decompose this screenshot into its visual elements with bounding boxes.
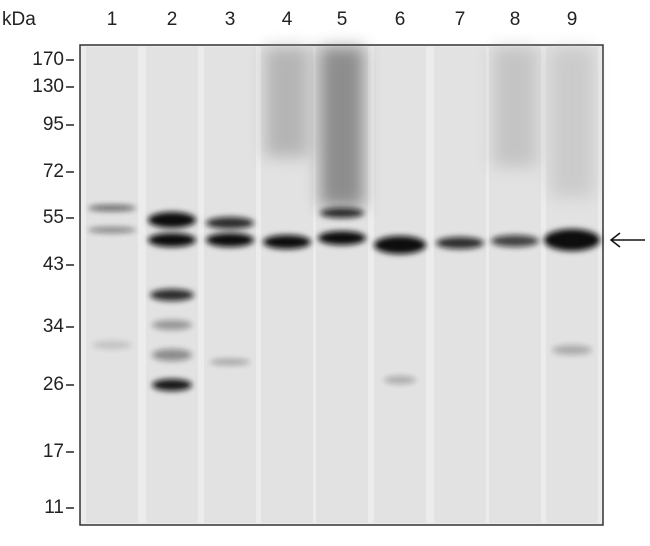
band: [318, 231, 366, 245]
lane-strip: [204, 47, 256, 523]
band: [491, 235, 539, 247]
band: [148, 233, 196, 247]
marker-labels: 170 130 95 72 55 43 34 26 17 11: [32, 49, 74, 518]
lane-label: 7: [455, 9, 466, 30]
band: [88, 205, 136, 211]
marker-label: 26: [43, 374, 64, 395]
band: [544, 229, 600, 251]
bands: [88, 205, 600, 391]
band: [374, 236, 426, 254]
unit-label: kDa: [2, 9, 36, 30]
band: [436, 237, 484, 249]
smear: [550, 47, 594, 197]
lane-label: 9: [567, 9, 578, 30]
lane-label: 1: [107, 9, 118, 30]
band: [206, 217, 254, 229]
lane-strip: [434, 47, 486, 523]
band: [552, 345, 592, 355]
lane-strips: [86, 47, 598, 523]
band: [210, 359, 250, 365]
lane-labels: 1 2 3 4 5 6 7 8 9: [107, 9, 578, 30]
marker-label: 170: [32, 49, 64, 70]
marker-label: 34: [43, 316, 65, 337]
marker-label: 43: [43, 254, 64, 275]
band: [152, 320, 192, 330]
band: [152, 349, 192, 361]
marker-label: 130: [32, 76, 64, 97]
lane-strip: [146, 47, 198, 523]
lane-strip: [374, 47, 426, 523]
marker-label: 72: [43, 161, 64, 182]
lane-label: 3: [225, 9, 236, 30]
lane-label: 4: [282, 9, 293, 30]
arrow: [609, 232, 645, 248]
band: [150, 289, 194, 301]
smear: [493, 47, 537, 167]
band: [148, 212, 196, 228]
band: [320, 208, 364, 218]
marker-label: 95: [43, 114, 64, 135]
smear: [320, 47, 364, 207]
lane-label: 8: [510, 9, 521, 30]
band: [263, 235, 311, 249]
marker-label: 55: [43, 207, 64, 228]
smear: [265, 47, 309, 157]
band: [152, 379, 192, 391]
lane-label: 2: [167, 9, 178, 30]
lane-label: 6: [395, 9, 406, 30]
lane-label: 5: [337, 9, 348, 30]
band: [92, 341, 132, 349]
marker-label: 17: [43, 441, 64, 462]
lane-strip: [86, 47, 138, 523]
band: [206, 233, 254, 247]
band: [88, 227, 136, 233]
marker-label: 11: [44, 497, 64, 518]
band: [384, 376, 416, 384]
